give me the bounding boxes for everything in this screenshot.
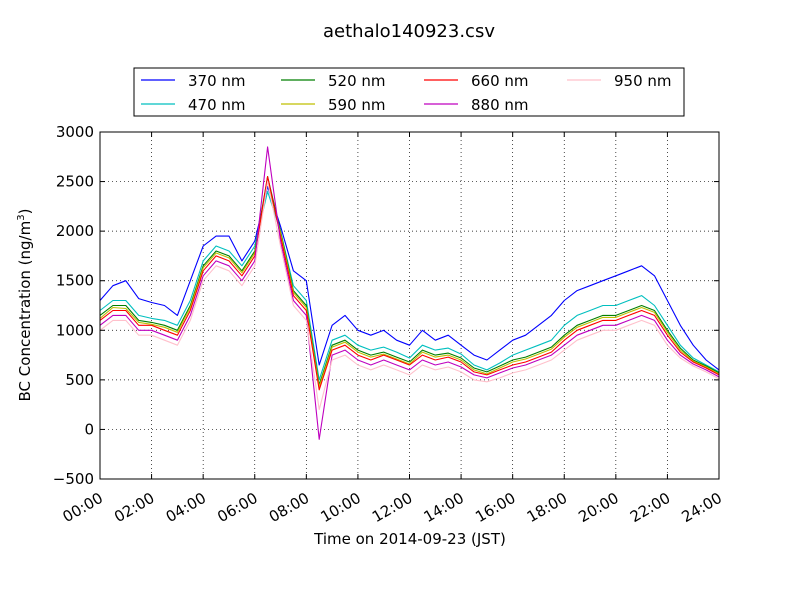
series-layer — [99, 146, 720, 440]
gridlines — [99, 131, 720, 480]
x-tick-label: 24:00 — [679, 489, 725, 526]
y-tick-labels: −500 0 500 1000 1500 2000 2500 3000 — [53, 123, 94, 488]
legend: 370 nm 470 nm 520 nm 590 nm 660 nm 880 nm 950 … — [133, 67, 685, 117]
y-axis-label: BC Concentration (ng/m3) — [16, 209, 34, 402]
x-tick-label: 06:00 — [214, 489, 260, 526]
chart-title: aethalo140923.csv — [323, 21, 495, 42]
y-axis-label-superscript: 3 — [16, 214, 27, 220]
y-tick-label: 3000 — [56, 123, 94, 141]
y-axis-label-end: ) — [16, 209, 34, 215]
series-line-950-nm — [99, 181, 720, 411]
legend-label: 950 nm — [614, 72, 672, 90]
series-line-590-nm — [99, 181, 720, 388]
legend-label: 370 nm — [188, 72, 246, 90]
y-tick-label: 0 — [84, 420, 94, 438]
x-tick-label: 08:00 — [266, 489, 312, 526]
x-tick-label: 04:00 — [163, 489, 209, 526]
x-tick-label: 22:00 — [627, 489, 673, 526]
y-tick-label: 1000 — [56, 321, 94, 339]
y-tick-label: −500 — [53, 470, 94, 488]
y-tick-label: 2500 — [56, 173, 94, 191]
x-tick-label: 18:00 — [524, 489, 570, 526]
legend-label: 470 nm — [188, 96, 246, 114]
legend-frame — [133, 67, 685, 117]
series-line-370-nm — [99, 185, 720, 371]
x-tick-label: 00:00 — [60, 489, 106, 526]
legend-label: 660 nm — [471, 72, 529, 90]
legend-label: 590 nm — [328, 96, 386, 114]
x-tick-label: 02:00 — [111, 489, 157, 526]
plot-frame — [99, 131, 720, 480]
x-tick-label: 10:00 — [317, 489, 363, 526]
x-tick-labels: 00:00 02:00 04:00 06:00 08:00 10:00 12:00 14:00… — [60, 489, 725, 526]
y-axis-label-main: BC Concentration (ng/m — [16, 221, 34, 402]
x-tick-label: 16:00 — [472, 489, 518, 526]
y-tick-label: 2000 — [56, 222, 94, 240]
x-axis-label: Time on 2014-09-23 (JST) — [313, 530, 506, 548]
x-tick-label: 12:00 — [369, 489, 415, 526]
series-line-520-nm — [99, 176, 720, 386]
y-tick-label: 500 — [65, 371, 94, 389]
legend-label: 520 nm — [328, 72, 386, 90]
x-tick-label: 20:00 — [575, 489, 621, 526]
legend-label: 880 nm — [471, 96, 529, 114]
x-tick-label: 14:00 — [421, 489, 467, 526]
series-line-470-nm — [99, 190, 720, 381]
y-tick-label: 1500 — [56, 272, 94, 290]
series-line-660-nm — [99, 176, 720, 391]
series-line-880-nm — [99, 146, 720, 440]
